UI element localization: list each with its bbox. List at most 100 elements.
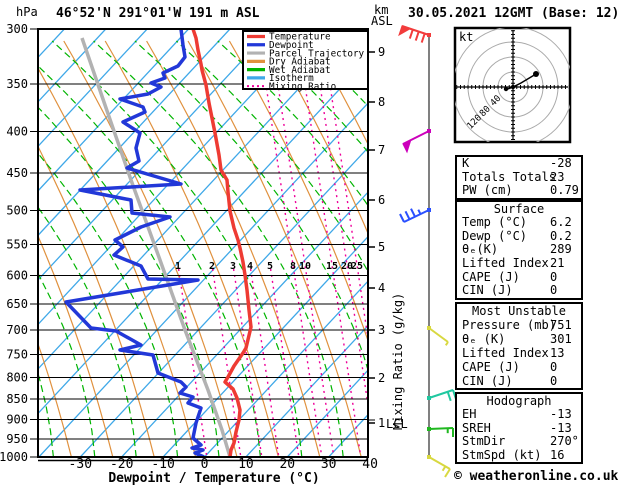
- dry-adiabat-line: [270, 40, 368, 235]
- mixing-ratio-value-label: 8: [290, 261, 296, 272]
- wind-barb-full-tick: [444, 468, 451, 478]
- panel-title: Most Unstable: [472, 304, 566, 318]
- isotherm-line: [245, 324, 368, 457]
- pressure-tick-label: 400: [6, 124, 28, 138]
- temperature-curve: [191, 28, 253, 458]
- index-value: 0: [550, 360, 558, 374]
- panel-title: Hodograph: [486, 394, 552, 408]
- index-row: Dewp (°C) 0.2: [457, 229, 581, 244]
- index-value: 0: [550, 269, 558, 284]
- temperature-tick-label: 0: [201, 457, 209, 472]
- mixing-ratio-line: [249, 268, 280, 457]
- isotherm-line: [38, 29, 272, 281]
- index-label: Pressure (mb): [462, 318, 556, 332]
- index-row: CAPE (J) 0: [457, 269, 581, 285]
- index-value: 301: [550, 332, 572, 346]
- km-tick-label: 1: [378, 416, 385, 430]
- index-label: StmSpd (kt): [462, 447, 542, 462]
- index-value: 270°: [550, 434, 579, 448]
- temperature-axis-label: Dewpoint / Temperature (°C): [108, 471, 320, 486]
- copyright-credit: © weatheronline.co.uk: [454, 469, 619, 484]
- index-label: CAPE (J): [462, 269, 520, 284]
- mixing-ratio-lines: [177, 29, 368, 457]
- mixing-ratio-line: [256, 29, 323, 457]
- wet-adiabat-line: [258, 40, 368, 153]
- legend-label: Wet Adiabat: [269, 65, 331, 76]
- index-row: K -28: [457, 156, 581, 171]
- km-tick-label: 9: [378, 45, 385, 59]
- mixing-ratio-line: [269, 268, 300, 457]
- indices-panel-most-unstable: Most Unstable Pressure (mb) 751 θₑ (K) 301 Li…: [455, 302, 583, 390]
- station-title: 46°52'N 291°01'W 191 m ASL: [56, 6, 260, 21]
- isotherm-line: [286, 369, 368, 457]
- mixing-ratio-value-label: 20: [341, 261, 353, 272]
- pressure-axis-unit: hPa: [16, 5, 38, 19]
- index-value: 289: [550, 242, 572, 257]
- wind-barb-half-tick: [417, 209, 422, 215]
- mixing-ratio-axis-label: Mixing Ratio (g/kg): [391, 292, 405, 430]
- pressure-tick-label: 500: [6, 204, 28, 218]
- legend-label: Dry Adiabat: [269, 57, 331, 68]
- temperature-tick-label: 10: [238, 457, 254, 472]
- mixing-ratio-line: [320, 29, 368, 344]
- pressure-tick-label: 650: [6, 297, 28, 311]
- mixing-ratio-line: [232, 268, 263, 457]
- isotherm-line: [38, 29, 190, 192]
- pressure-tick-label: 900: [6, 413, 28, 427]
- wind-barb-pennant: [402, 139, 412, 154]
- wind-barb: [427, 455, 451, 478]
- pressure-tick-label: 300: [6, 22, 28, 36]
- isotherm-line: [121, 191, 368, 457]
- mixing-ratio-value-label: 4: [247, 261, 253, 272]
- wind-barb-full-tick: [399, 213, 405, 223]
- pressure-tick-label: 1000: [0, 450, 28, 464]
- index-label: θₑ(K): [462, 242, 499, 257]
- km-tick-label: 7: [378, 143, 385, 157]
- km-tick-label: 6: [378, 193, 385, 207]
- wind-barb-staff-dot: [427, 396, 431, 400]
- mixing-ratio-line: [211, 268, 242, 457]
- wet-adiabat-line: [51, 40, 303, 457]
- index-row: CIN (J) 0: [457, 283, 581, 298]
- wind-barb-stem: [428, 427, 454, 430]
- wind-barb-full-tick: [408, 29, 414, 39]
- wind-barb-staff-dot: [427, 427, 431, 431]
- index-value: 21: [550, 255, 565, 270]
- index-label: SREH: [462, 420, 491, 435]
- plot-border: [37, 28, 369, 458]
- wind-barb: [399, 208, 431, 223]
- wind-barb-half-tick: [441, 465, 447, 472]
- index-label: StmDir: [462, 434, 506, 448]
- km-tick-label: 4: [378, 281, 385, 295]
- km-tick-label: 3: [378, 323, 385, 337]
- wind-barb-half-tick: [444, 341, 449, 346]
- altitude-axis: 9 8 7 6 5 4 3 2 1: [368, 45, 385, 430]
- wet-adiabat-line: [217, 40, 368, 207]
- index-row: SREH -13: [457, 420, 581, 436]
- index-row: EH -13: [457, 407, 581, 422]
- hodograph-trace: [504, 73, 537, 91]
- index-row: CAPE (J) 0: [457, 360, 581, 374]
- hodograph-trace-dot: [510, 84, 516, 90]
- wind-barb-stem: [428, 389, 454, 399]
- index-value: 23: [550, 169, 565, 184]
- mixing-ratio-value-label: 5: [267, 261, 273, 272]
- index-value: 13: [550, 346, 565, 360]
- indices-panel-hodograph: Hodograph EH -13 SREH -13 StmDir 270° StmSpd (k…: [455, 392, 583, 464]
- isotherm-line: [38, 29, 231, 237]
- temperature-tick-label: -30: [69, 457, 92, 472]
- wind-barb-stem: [403, 209, 430, 223]
- temperature-tick-label: 20: [279, 457, 295, 472]
- isotherm-line: [79, 146, 368, 457]
- isotherm-line: [38, 29, 148, 148]
- index-value: 0: [550, 283, 558, 298]
- wind-barb-staff-dot: [427, 455, 431, 459]
- wet-adiabat-line: [175, 40, 368, 273]
- wet-adiabat-line: [38, 152, 179, 457]
- wind-barb-stem: [428, 456, 451, 470]
- index-row: Totals Totals 23: [457, 169, 581, 185]
- km-tick-label: 5: [378, 240, 385, 254]
- index-value: 6.2: [550, 215, 572, 229]
- isotherm-line: [38, 29, 314, 326]
